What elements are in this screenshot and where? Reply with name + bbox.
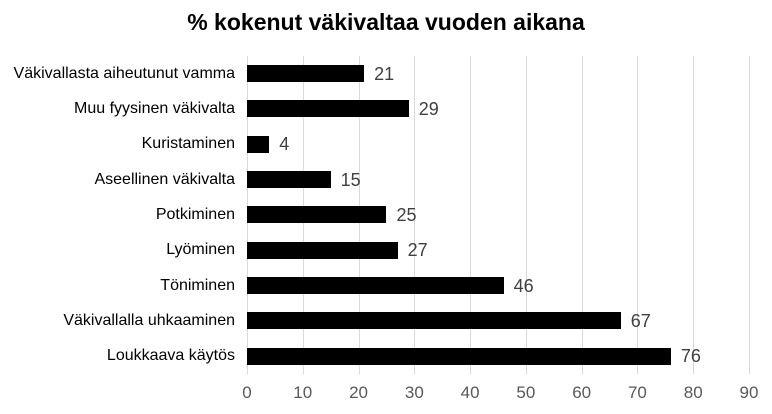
bar: [247, 65, 365, 83]
gridline-90: [749, 56, 750, 374]
chart-title: % kokenut väkivaltaa vuoden aikana: [187, 9, 585, 35]
bar-rows: 21 29 4 15 25 27 46 67 76: [247, 56, 749, 374]
bar: [247, 277, 504, 295]
bar-row: 76: [247, 339, 749, 374]
value-label: 76: [680, 346, 701, 367]
category-label: Väkivallasta aiheutunut vamma: [13, 64, 235, 82]
bar-row: 15: [247, 162, 749, 197]
bar: [247, 171, 331, 189]
bar-row: 67: [247, 303, 749, 338]
bar-row: 25: [247, 197, 749, 232]
category-label: Kuristaminen: [141, 135, 235, 153]
gridline-80: [693, 56, 695, 374]
category-label: Väkivallalla uhkaaminen: [63, 311, 235, 329]
value-label: 46: [513, 275, 534, 296]
bar-row: 27: [247, 233, 749, 268]
gridline-30: [414, 56, 416, 374]
category-axis: Väkivallasta aiheutunut vamma Muu fyysine…: [0, 56, 235, 374]
bar: [247, 312, 621, 330]
bar: [247, 100, 409, 118]
category-label: Muu fyysinen väkivalta: [74, 99, 235, 117]
value-label: 25: [396, 204, 417, 225]
value-label: 21: [374, 63, 395, 84]
value-label: 67: [630, 310, 651, 331]
category-label: Aseellinen väkivalta: [94, 170, 235, 188]
category-label: Lyöminen: [166, 241, 235, 259]
bar: [247, 347, 671, 365]
value-axis: 0 10 20 30 40 50 60 70 80 90: [242, 383, 758, 405]
value-label: 15: [340, 169, 361, 190]
bar: [247, 241, 398, 259]
x-tick-label: 50: [516, 383, 536, 402]
gridline-60: [581, 56, 583, 374]
value-label: 4: [279, 134, 290, 155]
value-label: 27: [407, 240, 428, 261]
bar-row: 46: [247, 268, 749, 303]
bar-row: 29: [247, 91, 749, 126]
gridline-50: [525, 56, 527, 374]
x-tick-label: 20: [349, 383, 369, 402]
x-tick-label: 40: [460, 383, 480, 402]
category-label: Potkiminen: [155, 205, 235, 223]
value-label: 29: [418, 98, 439, 119]
gridline-70: [637, 56, 639, 374]
x-tick-label: 80: [683, 383, 703, 402]
bar-row: 4: [247, 127, 749, 162]
x-tick-label: 0: [242, 383, 252, 402]
category-label: Loukkaava käytös: [106, 347, 235, 365]
category-label: Töniminen: [160, 276, 235, 294]
x-tick-label: 30: [404, 383, 424, 402]
bar-row: 21: [247, 56, 749, 91]
x-tick-label: 70: [627, 383, 647, 402]
bar: [247, 206, 387, 224]
gridline-40: [470, 56, 472, 374]
x-tick-label: 60: [572, 383, 592, 402]
bar: [247, 135, 270, 153]
x-tick-label: 10: [293, 383, 313, 402]
plot-area: 21 29 4 15 25 27 46 67 76: [247, 56, 750, 374]
x-tick-label: 90: [739, 383, 759, 402]
